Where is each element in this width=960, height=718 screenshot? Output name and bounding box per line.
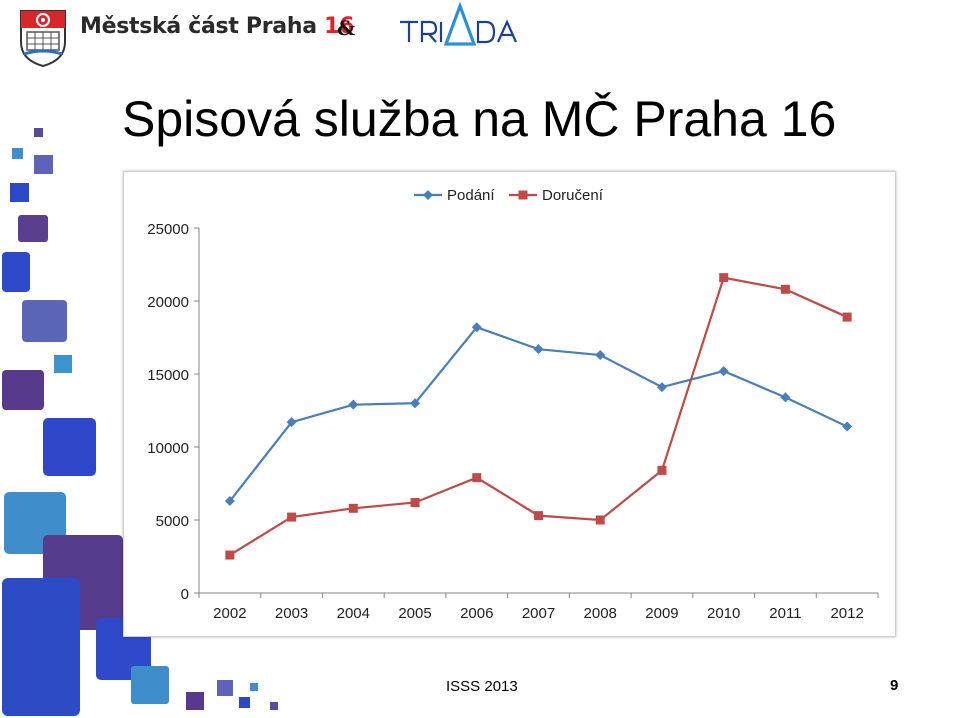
x-tick-label: 2003	[275, 605, 308, 622]
header: Městská část Praha 16 &	[0, 0, 960, 78]
data-point	[842, 312, 852, 322]
data-point	[534, 511, 543, 521]
data-point	[224, 496, 235, 507]
data-point	[287, 512, 297, 522]
data-point	[842, 421, 853, 432]
data-point	[348, 503, 358, 513]
y-tick-label: 5000	[156, 513, 189, 530]
data-point	[719, 273, 729, 283]
data-point	[533, 344, 544, 355]
data-point	[718, 366, 729, 377]
x-tick-label: 2002	[213, 605, 246, 622]
data-point	[348, 399, 359, 410]
data-point	[780, 284, 790, 294]
x-tick-label: 2010	[707, 605, 740, 622]
data-point	[657, 465, 667, 475]
slide-title: Spisová služba na MČ Praha 16	[122, 91, 837, 147]
data-point	[656, 382, 667, 393]
y-tick-label: 25000	[147, 221, 189, 238]
data-point	[410, 497, 420, 507]
y-tick-label: 15000	[147, 367, 189, 384]
y-tick-label: 0	[181, 586, 189, 603]
ampersand: &	[337, 16, 356, 40]
x-tick-label: 2012	[830, 605, 863, 622]
org-name: Městská část Praha 16	[80, 14, 355, 39]
data-point	[471, 322, 482, 333]
org-name-number: 16	[324, 14, 355, 39]
chart-frame: 0 5000 10000 15000 20000 25000 2002 2003 2004 200…	[123, 171, 896, 637]
data-point	[780, 392, 791, 403]
x-tick-label: 2005	[398, 605, 431, 622]
data-point	[595, 515, 605, 525]
x-tick-label: 2011	[769, 605, 801, 622]
data-point	[472, 473, 482, 483]
decorative-squares	[2, 128, 278, 716]
legend-label: Podání	[447, 187, 495, 204]
x-tick-label: 2008	[584, 605, 617, 622]
municipal-crest-logo	[20, 10, 66, 68]
y-tick-label: 20000	[147, 294, 189, 311]
y-tick-label: 10000	[147, 440, 189, 457]
triada-logo	[400, 2, 518, 46]
line-chart: 0 5000 10000 15000 20000 25000 2002 2003 2004 200…	[147, 187, 879, 622]
data-point	[410, 398, 421, 409]
data-point	[225, 550, 235, 560]
x-tick-label: 2009	[645, 605, 678, 622]
data-point	[286, 417, 297, 428]
x-tick-label: 2006	[460, 605, 493, 622]
data-point	[595, 350, 606, 361]
legend-marker	[423, 190, 433, 200]
footer-text: ISSS 2013	[446, 678, 518, 695]
legend-marker	[518, 190, 528, 200]
x-tick-label: 2007	[522, 605, 555, 622]
page-number: 9	[890, 677, 899, 694]
x-tick-label: 2004	[337, 605, 370, 622]
legend-label: Doručení	[542, 187, 604, 204]
